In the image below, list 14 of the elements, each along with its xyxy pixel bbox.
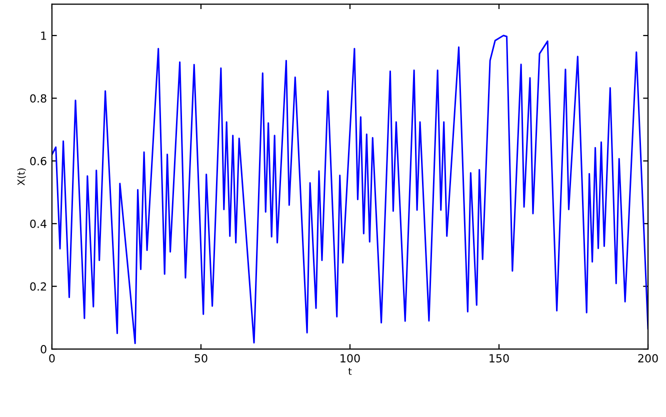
line-series xyxy=(52,34,648,344)
x-tick-label: 200 xyxy=(638,354,658,362)
y-tick-label: 0.4 xyxy=(30,220,46,228)
x-tick-label: 0 xyxy=(49,354,55,362)
y-tick-label: 0.2 xyxy=(30,282,46,291)
x-axis-title: t xyxy=(348,368,352,375)
x-tick-label: 150 xyxy=(490,354,509,362)
y-tick-label: 0.6 xyxy=(30,156,46,166)
x-tick-label: 100 xyxy=(340,354,360,362)
y-axis-title: X(t) xyxy=(17,168,26,186)
y-tick-label: 1 xyxy=(41,32,46,40)
x-tick-label: 50 xyxy=(194,354,208,362)
y-tick-label: 0 xyxy=(40,345,46,354)
y-tick-label: 0.8 xyxy=(30,94,46,103)
